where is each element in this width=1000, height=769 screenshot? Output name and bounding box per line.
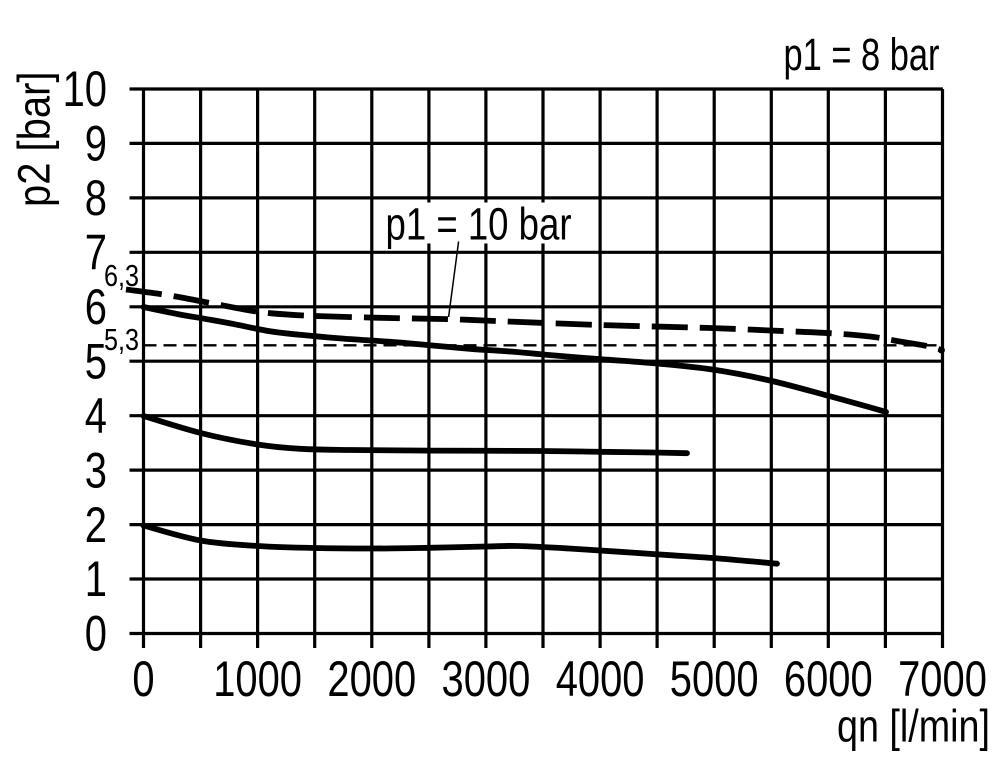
svg-text:10: 10 — [63, 61, 107, 117]
svg-text:1000: 1000 — [213, 651, 302, 707]
svg-text:7000: 7000 — [898, 651, 987, 707]
svg-text:0: 0 — [85, 606, 107, 662]
svg-text:p1 = 10 bar: p1 = 10 bar — [386, 199, 572, 250]
svg-text:p2 [bar]: p2 [bar] — [9, 72, 60, 208]
svg-text:3000: 3000 — [442, 651, 531, 707]
svg-text:9: 9 — [85, 116, 107, 172]
svg-text:8: 8 — [85, 170, 107, 226]
svg-text:5: 5 — [85, 333, 107, 389]
svg-text:4: 4 — [85, 388, 107, 444]
svg-text:5,3: 5,3 — [104, 322, 139, 357]
svg-text:4000: 4000 — [556, 651, 645, 707]
svg-text:7: 7 — [85, 225, 107, 281]
svg-text:p1 = 8 bar: p1 = 8 bar — [784, 29, 940, 80]
svg-text:6: 6 — [85, 279, 107, 335]
svg-text:1: 1 — [85, 551, 107, 607]
svg-text:qn [l/min]: qn [l/min] — [837, 701, 990, 752]
svg-text:3: 3 — [85, 442, 107, 498]
svg-text:5000: 5000 — [670, 651, 759, 707]
svg-text:0: 0 — [132, 651, 154, 707]
svg-text:2: 2 — [85, 497, 107, 553]
svg-text:6000: 6000 — [784, 651, 873, 707]
svg-text:6,3: 6,3 — [104, 258, 139, 293]
svg-text:2000: 2000 — [327, 651, 416, 707]
